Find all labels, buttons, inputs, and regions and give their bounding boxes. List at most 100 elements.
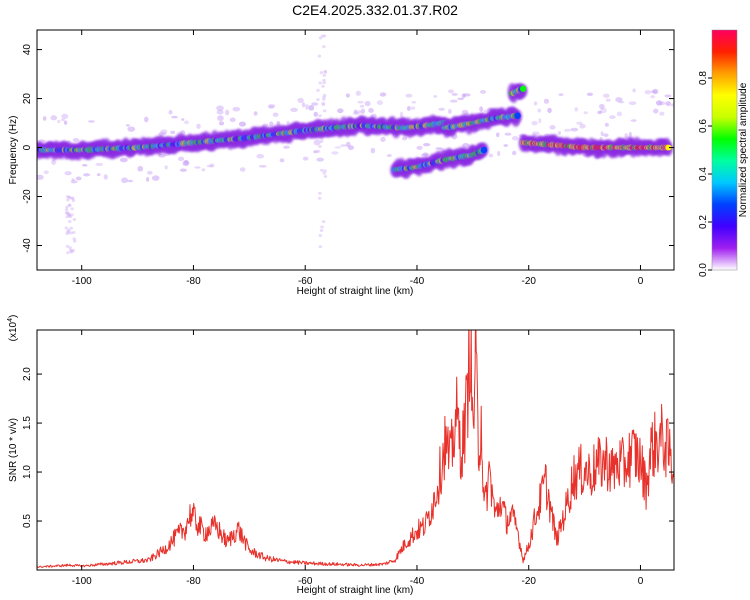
spectrogram-noise-blob [630, 119, 637, 122]
spectrogram-streak-blob [66, 229, 70, 233]
spectrogram-noise-blob [119, 157, 128, 163]
spectrogram-noise-blob [216, 105, 224, 111]
spectrogram-noise-blob [583, 111, 588, 115]
spectrogram-noise-blob [170, 130, 176, 135]
spectrogram-noise-blob [665, 101, 671, 107]
spectrogram-streak-blob [69, 226, 74, 230]
spectrogram-noise-blob [416, 145, 423, 150]
spectrogram-noise-blob [586, 92, 594, 96]
spectrogram-noise-blob [196, 123, 201, 129]
spectrogram-streak-blob [318, 191, 322, 195]
spectrogram-noise-blob [604, 122, 609, 127]
spectrogram-streak-blob [322, 45, 326, 49]
spectrogram-streak-blob [72, 239, 77, 243]
spectrogram-streak-blob [70, 196, 75, 200]
snr-y-label: SNR (10 * v/v) [8, 418, 19, 482]
spectrogram-streak-blob [66, 211, 71, 215]
spectrogram-noise-blob [151, 175, 160, 181]
colorbar: 0.0 0.2 0.4 0.6 0.8 Normalized spectral ampl… [698, 29, 749, 277]
spectrogram-noise-blob [448, 108, 452, 115]
spectrogram-noise-blob [368, 108, 374, 113]
spectrogram-streak-blob [322, 81, 327, 85]
spectrogram-noise-blob [399, 111, 404, 118]
spectrogram-noise-blob [37, 174, 44, 180]
spectrogram-noise-blob [218, 121, 225, 126]
spectrogram-noise-blob [51, 159, 56, 166]
spectrogram-noise-blob [353, 109, 357, 114]
spectrogram-noise-blob [334, 146, 342, 149]
spectrogram-panel: -100 -80 -60 -40 -20 0 -40 -20 0 20 40 Height of … [8, 29, 675, 297]
spectrogram-noise-blob [50, 115, 58, 121]
spectrogram-noise-blob [70, 180, 78, 184]
spectrogram-noise-blob [576, 121, 583, 125]
spectrogram-noise-blob [420, 153, 429, 157]
spectrogram-noise-blob [579, 123, 586, 129]
spectrogram-noise-blob [410, 106, 416, 110]
spectrogram-noise-blob [543, 98, 550, 104]
spectrogram-noise-blob [121, 177, 128, 184]
spectrogram-core [519, 85, 527, 92]
colorbar-label: Normalized spectral amplitude [738, 82, 749, 217]
spectrogram-noise-blob [462, 143, 470, 148]
spectrogram-streak-blob [68, 220, 72, 224]
spectrogram-noise-blob [461, 93, 466, 98]
spectrogram-noise-blob [632, 88, 636, 93]
spectrogram-noise-blob [272, 112, 279, 117]
spectrogram-streak-blob [65, 205, 69, 209]
spectrogram-streak-blob [68, 246, 72, 250]
spectrogram-noise-blob [183, 120, 190, 125]
spectrogram-streak-blob [66, 198, 70, 202]
spectrogram-streak-blob [323, 169, 327, 173]
spectrogram-streak-blob [72, 230, 76, 234]
spectrogram-noise-blob [511, 135, 519, 141]
spectrogram-noise-blob [239, 167, 246, 172]
spectrogram-noise-blob [600, 131, 604, 136]
spectrogram-noise-blob [435, 147, 443, 150]
spectrogram-streak-blob [64, 208, 69, 212]
spectrogram-noise-blob [345, 141, 351, 148]
spectrogram-noise-blob [268, 105, 275, 109]
spectrogram-streak-blob [316, 88, 320, 92]
spectrogram-noise-blob [618, 100, 625, 104]
spectrogram-noise-blob [137, 165, 144, 172]
spectrogram-streak-blob [321, 97, 326, 101]
spectrogram-streak-blob [319, 229, 324, 233]
spectrogram-noise-blob [37, 139, 46, 143]
y-tick-label: 1.5 [22, 416, 33, 430]
x-tick-label: -60 [298, 276, 313, 287]
colorbar-tick-label: 0.0 [698, 263, 709, 277]
spectrogram-y-label: Frequency (Hz) [8, 116, 19, 185]
spectrogram-noise-blob [147, 170, 153, 175]
spectrogram-noise-blob [217, 115, 224, 122]
spectrogram-noise-blob [168, 109, 173, 115]
spectrogram-noise-blob [158, 131, 167, 136]
spectrogram-noise-blob [600, 107, 607, 114]
spectrogram-noise-blob [616, 111, 622, 117]
spectrogram-noise-blob [301, 102, 306, 108]
spectrogram-noise-blob [624, 133, 628, 139]
spectrogram-streak-blob [64, 226, 69, 230]
spectrogram-streak-blob [316, 98, 320, 102]
x-tick-label: -100 [72, 276, 92, 287]
spectrogram-noise-blob [376, 100, 383, 106]
spectrogram-noise-blob [650, 95, 656, 99]
spectrogram-streak-blob [316, 149, 321, 153]
spectrogram-streak-blob [322, 171, 326, 175]
colorbar-gradient [712, 30, 737, 270]
spectrogram-core [665, 144, 672, 151]
spectrogram-noise-blob [144, 116, 149, 123]
y-tick-label: 40 [22, 44, 33, 56]
spectrogram-streak-blob [67, 204, 72, 208]
x-tick-label: -40 [410, 276, 425, 287]
spectrogram-streak-blob [318, 234, 323, 238]
spectrogram-streak-blob [72, 217, 77, 221]
spectrogram-streak-blob [66, 251, 70, 255]
spectrogram-noise-blob [355, 90, 362, 96]
spectrogram-noise-blob [311, 102, 319, 106]
snr-series-line [37, 330, 674, 569]
spectrogram-noise-blob [127, 179, 134, 183]
spectrogram-noise-blob [557, 130, 562, 136]
spectrogram-noise-blob [650, 90, 658, 94]
spectrogram-noise-blob [533, 101, 538, 106]
spectrogram-streak-blob [318, 81, 323, 85]
